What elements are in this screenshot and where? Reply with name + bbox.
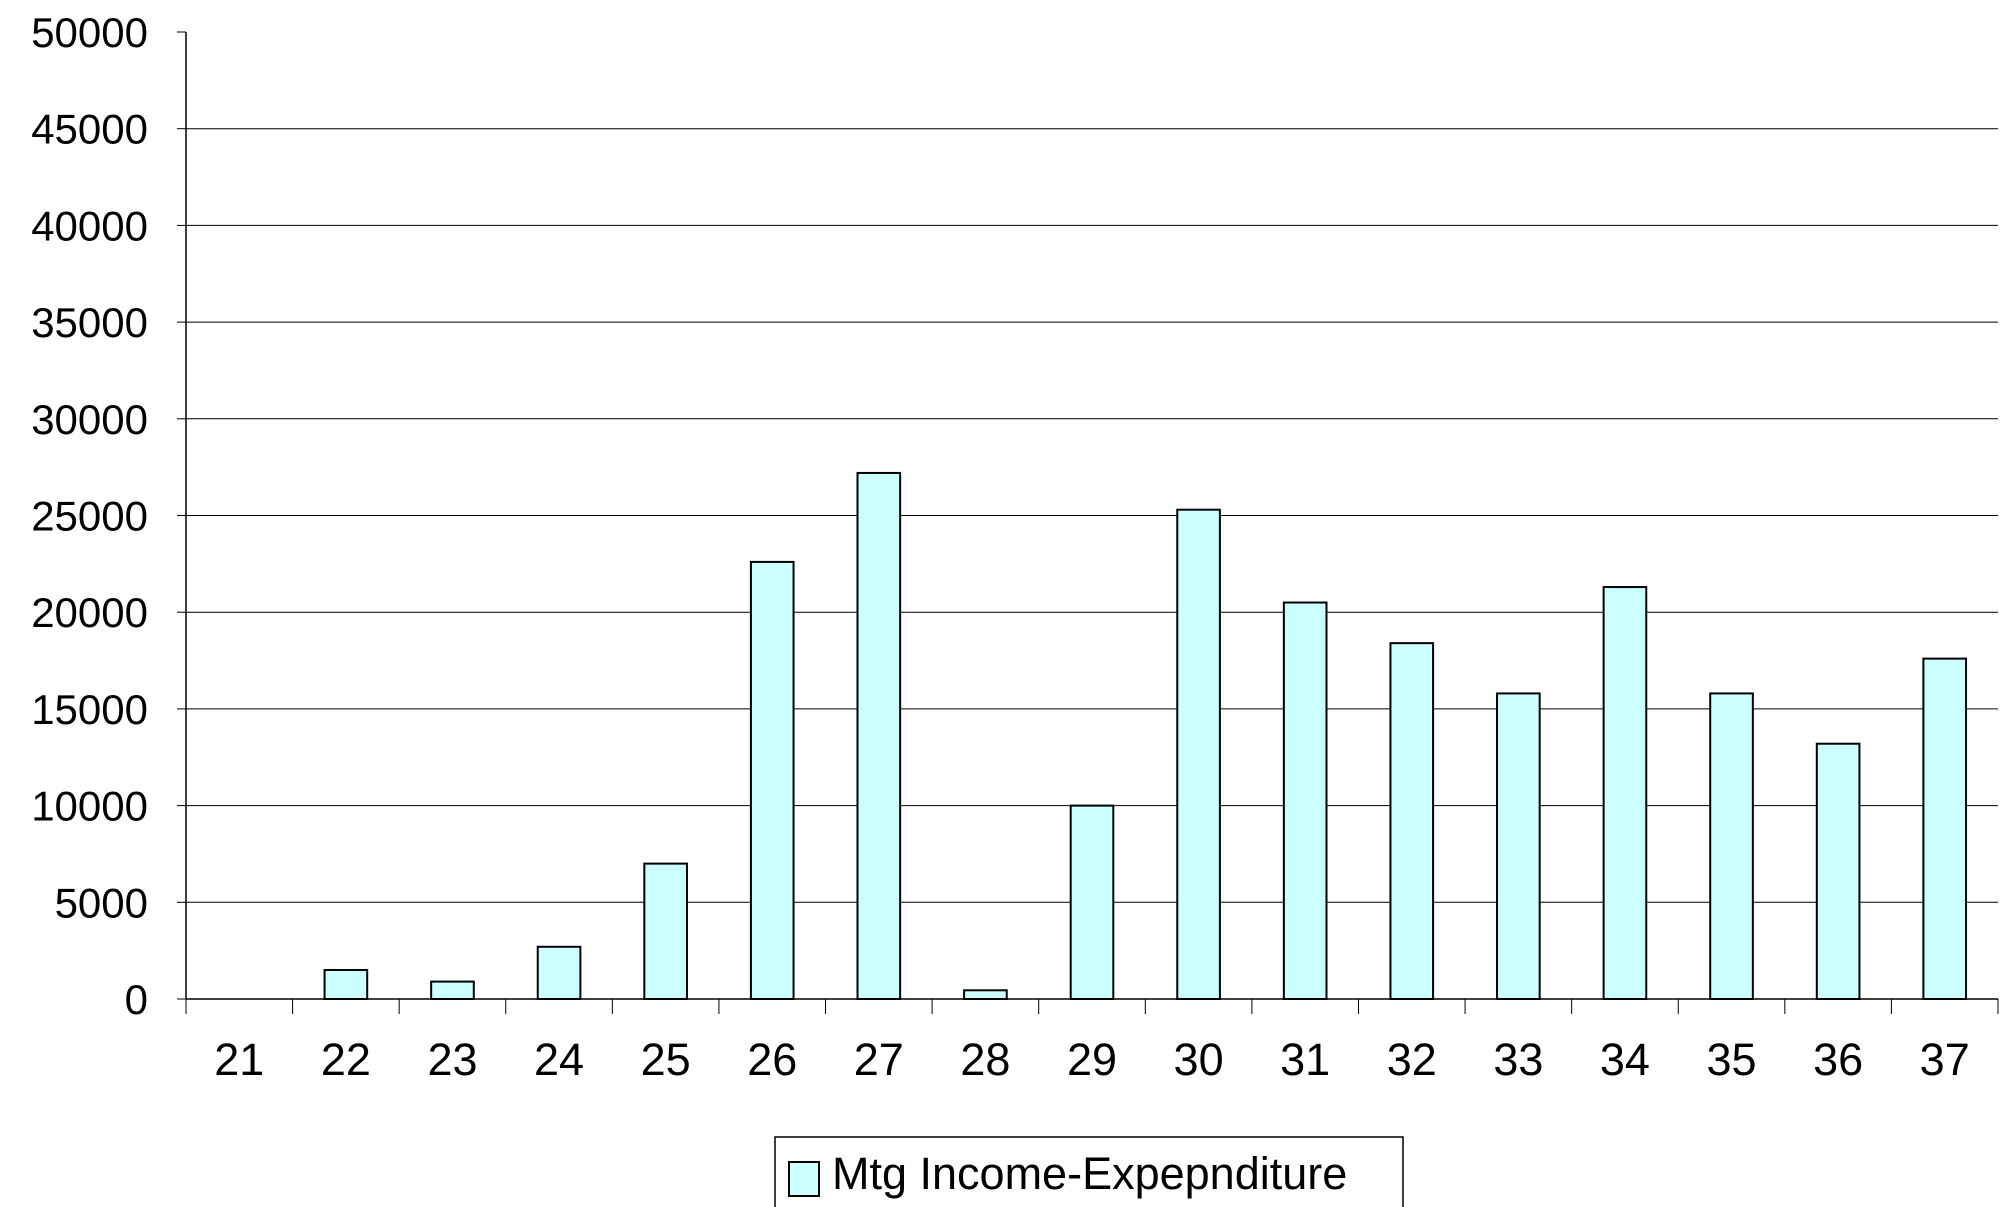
bar [856,471,902,1000]
bar [430,980,475,1000]
x-axis-tick-labels: 21 22 23 24 25 26 27 28 29 30 31 32 33 34 35 36 37 [214,1034,1969,1085]
x-tick-label: 32 [1387,1034,1437,1085]
x-tick-label: 30 [1174,1034,1224,1085]
bar [1282,601,1328,1001]
legend-label: Mtg Income-Expepnditure [832,1148,1347,1199]
y-tick-label: 40000 [31,202,148,249]
bar-series [323,471,1968,1001]
y-axis-tick-labels: 0 5000 10000 15000 20000 25000 30000 35000 40000… [31,9,148,1023]
legend-box [774,1136,1404,1207]
bar [1496,692,1541,1000]
x-tick-label: 36 [1813,1034,1863,1085]
x-tick-label: 34 [1600,1034,1650,1085]
x-tick-label: 27 [854,1034,904,1085]
bar [749,560,795,1001]
gridlines [186,128,1998,903]
y-tick-label: 45000 [31,106,148,153]
y-tick-label: 50000 [31,9,148,56]
x-tick-label: 29 [1067,1034,1117,1085]
bar [323,968,369,1000]
bar [1602,586,1648,1000]
x-tick-label: 24 [534,1034,584,1085]
y-tick-label: 15000 [31,686,148,733]
x-tick-label: 35 [1706,1034,1756,1085]
x-tick-label: 28 [960,1034,1010,1085]
x-tick-label: 22 [321,1034,371,1085]
y-tick-label: 25000 [31,493,148,540]
bar [536,945,582,1000]
bar [1069,804,1115,1000]
bar [643,862,688,1000]
y-tick-label: 35000 [31,299,148,346]
x-tick-label: 23 [427,1034,477,1085]
axes [177,31,1999,1014]
bar [1389,642,1435,1000]
y-tick-label: 0 [125,976,148,1023]
x-tick-label: 21 [214,1034,264,1085]
y-tick-label: 5000 [55,879,148,926]
bar [963,989,1008,1000]
y-tick-label: 20000 [31,589,148,636]
bar [1922,657,1968,1001]
x-tick-label: 31 [1280,1034,1330,1085]
bar [1176,508,1221,1000]
legend-swatch [788,1161,820,1197]
bar [1815,742,1861,1000]
y-tick-label: 30000 [31,396,148,443]
x-tick-label: 37 [1920,1034,1970,1085]
legend: Mtg Income-Expepnditure [774,1136,1404,1207]
x-tick-label: 26 [747,1034,797,1085]
bar [1709,692,1754,1000]
x-tick-label: 33 [1493,1034,1543,1085]
x-tick-label: 25 [641,1034,691,1085]
y-tick-label: 10000 [31,783,148,830]
